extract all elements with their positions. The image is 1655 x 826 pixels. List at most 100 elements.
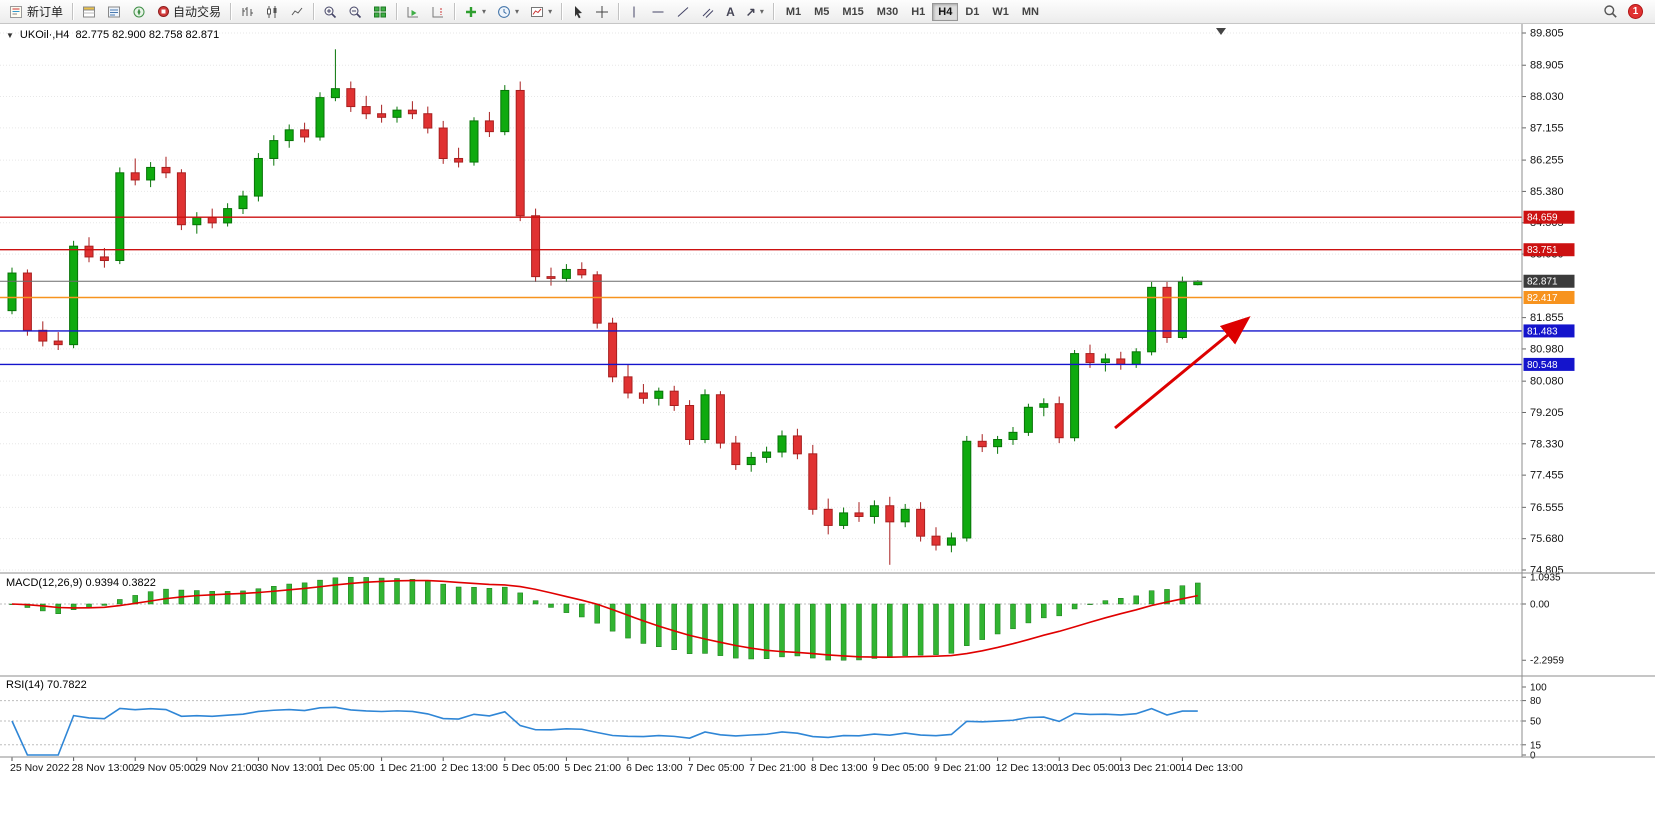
timeframe-mn-button[interactable]: MN — [1016, 3, 1045, 21]
dropdown-caret-icon: ▾ — [515, 7, 520, 16]
macd-bar — [748, 603, 754, 660]
time-axis-label: 5 Dec 05:00 — [503, 762, 560, 774]
candle — [1008, 426, 1018, 445]
indicators-button[interactable]: ▾ — [459, 2, 491, 22]
channel-button[interactable] — [696, 2, 720, 22]
macd-bar — [332, 577, 339, 605]
price-flag-label: 84.659 — [1527, 213, 1558, 224]
text-tool-button[interactable]: A — [721, 2, 740, 22]
data-window-button[interactable] — [102, 2, 126, 22]
macd-bar — [194, 590, 200, 605]
macd-bar — [1087, 603, 1093, 605]
timeframe-w1-button[interactable]: W1 — [986, 3, 1015, 21]
macd-bar — [224, 591, 231, 605]
chart-menu-arrow-icon[interactable]: ▼ — [6, 30, 14, 40]
auto-trading-button[interactable]: 自动交易 — [152, 2, 226, 22]
price-flag — [1523, 357, 1575, 371]
toolbar-divider — [313, 3, 315, 20]
trendline-button[interactable] — [671, 2, 695, 22]
price-axis-label: 88.030 — [1530, 91, 1564, 103]
navigator-icon — [132, 5, 146, 19]
macd-bar — [271, 586, 277, 605]
price-axis-label: 78.330 — [1530, 438, 1564, 450]
time-axis-label: 29 Nov 05:00 — [133, 762, 196, 774]
candle — [146, 162, 156, 188]
toolbar-divider — [772, 3, 774, 20]
candle — [1039, 398, 1049, 417]
chart-shift-button[interactable] — [426, 2, 450, 22]
macd-bar — [702, 603, 708, 654]
new-order-button[interactable]: 新订单 — [4, 2, 68, 22]
rsi-indicator-label: RSI(14) 70.7822 — [6, 679, 87, 691]
periods-button[interactable]: ▾ — [492, 2, 524, 22]
macd-bar — [994, 603, 1001, 635]
cursor-button[interactable] — [566, 2, 589, 22]
chart-ohlc-label: 82.775 82.900 82.758 82.871 — [75, 29, 220, 41]
bar-chart-button[interactable] — [235, 2, 259, 22]
line-chart-button[interactable] — [285, 2, 309, 22]
macd-bar — [55, 603, 61, 614]
time-axis-label: 7 Dec 05:00 — [688, 762, 745, 774]
time-axis-label: 29 Nov 21:00 — [195, 762, 258, 774]
candle — [777, 430, 787, 458]
candle — [161, 156, 171, 179]
price-axis-label: 77.455 — [1530, 470, 1564, 482]
timeframe-m5-button[interactable]: M5 — [808, 3, 835, 21]
auto-scroll-button[interactable] — [401, 2, 425, 22]
crosshair-button[interactable] — [590, 2, 614, 22]
price-flag — [1523, 243, 1575, 257]
price-flag — [1523, 290, 1575, 304]
macd-bar — [1164, 589, 1170, 605]
timeframe-m30-button[interactable]: M30 — [871, 3, 904, 21]
trend-arrow-object[interactable] — [1114, 316, 1251, 430]
market-watch-button[interactable] — [77, 2, 101, 22]
zoom-in-button[interactable] — [318, 2, 342, 22]
candle — [53, 332, 63, 351]
zoom-out-button[interactable] — [343, 2, 367, 22]
candle — [1054, 396, 1064, 444]
price-flag-label: 82.871 — [1527, 277, 1558, 288]
chart-shift-marker-icon[interactable] — [1216, 28, 1226, 35]
arrows-tool-button[interactable]: ↗ ▾ — [741, 2, 769, 22]
chart-area[interactable]: 89.80588.90588.03087.15586.25585.38084.5… — [0, 24, 1655, 826]
search-button[interactable] — [1598, 2, 1623, 22]
templates-button[interactable]: ▾ — [525, 2, 557, 22]
time-axis-label: 6 Dec 13:00 — [626, 762, 683, 774]
notifications-badge[interactable]: 1 — [1628, 4, 1643, 19]
macd-bar — [240, 590, 246, 605]
timeframe-h4-button[interactable]: H4 — [932, 2, 959, 21]
candle — [885, 496, 895, 565]
macd-bar — [1133, 595, 1139, 605]
macd-bar — [1041, 603, 1047, 619]
macd-bar — [517, 592, 523, 605]
toolbar-divider — [72, 3, 74, 20]
candle — [869, 500, 879, 524]
macd-bar — [810, 603, 816, 659]
navigator-button[interactable] — [127, 2, 151, 22]
timeframe-m1-button[interactable]: M1 — [780, 3, 807, 21]
macd-bar — [856, 603, 862, 661]
price-flag-label: 80.548 — [1527, 360, 1558, 371]
macd-bar — [594, 603, 600, 624]
candle — [1100, 353, 1110, 372]
horizontal-line-button[interactable] — [646, 2, 670, 22]
candle — [638, 384, 648, 404]
macd-bar — [1025, 603, 1032, 624]
timeframe-h1-button[interactable]: H1 — [905, 3, 931, 21]
candlestick-chart-button[interactable] — [260, 2, 284, 22]
tile-windows-button[interactable] — [368, 2, 392, 22]
time-axis-label: 9 Dec 21:00 — [934, 762, 991, 774]
macd-bar — [902, 603, 908, 656]
market-watch-icon — [82, 5, 96, 19]
rsi-axis-label: 100 — [1530, 683, 1547, 694]
trendline-icon — [676, 5, 690, 19]
vertical-line-button[interactable] — [623, 2, 645, 22]
text-tool-icon: A — [726, 4, 735, 19]
candle — [1177, 276, 1187, 340]
macd-bar — [763, 603, 770, 659]
candle — [346, 81, 356, 112]
timeframe-d1-button[interactable]: D1 — [959, 3, 985, 21]
timeframe-m15-button[interactable]: M15 — [836, 3, 869, 21]
candle — [300, 122, 310, 143]
